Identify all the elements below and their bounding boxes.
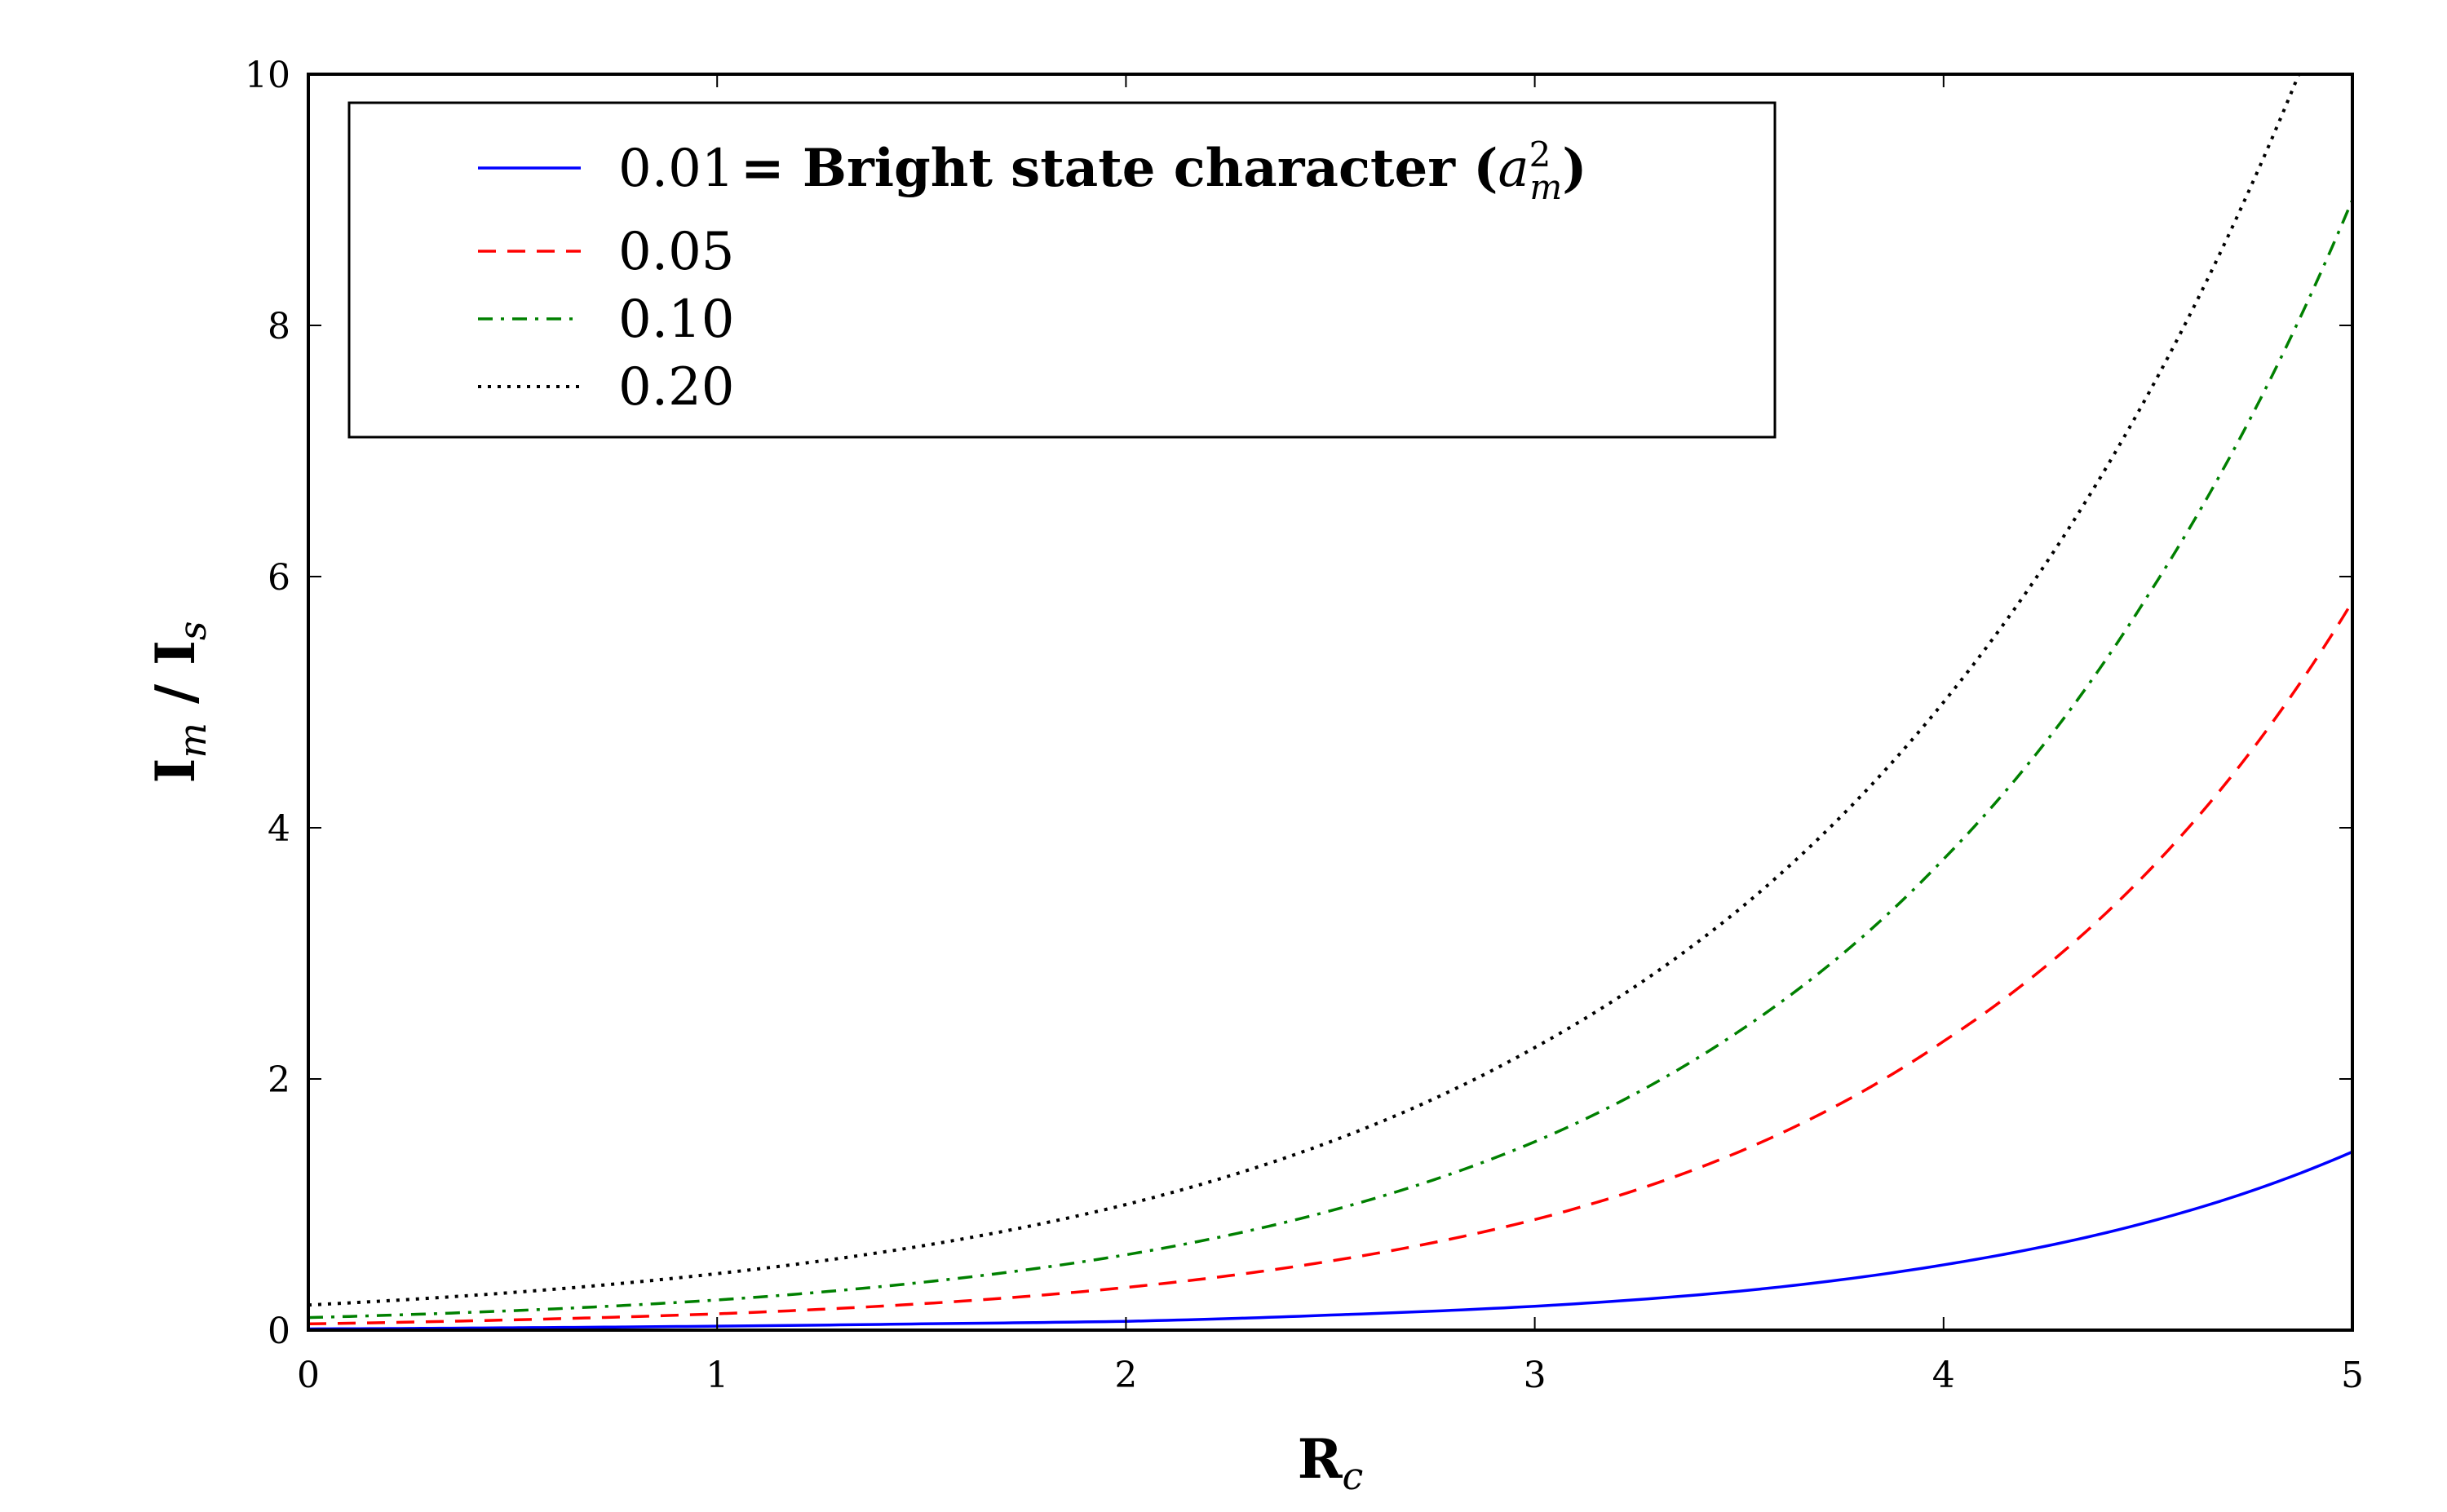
x-axis-label-sub: c (1343, 1454, 1364, 1498)
legend-entries: 0.01 0.05 0.10 0.20 (478, 139, 735, 418)
y-tick-label: 8 (268, 306, 290, 347)
series-line-1 (308, 600, 2352, 1326)
plot-frame (307, 73, 2354, 1332)
legend-label-0: 0.01 (618, 139, 735, 199)
y-tick-label: 2 (268, 1059, 290, 1101)
series-line-0 (308, 1150, 2352, 1330)
legend-note-text: = Bright state character ( (741, 138, 1498, 199)
x-tick-label: 3 (1524, 1355, 1547, 1396)
x-axis-label-main: R (1298, 1427, 1343, 1491)
x-tick-label: 2 (1114, 1355, 1137, 1396)
y-tick-label: 4 (268, 808, 290, 850)
x-axis: 0 1 2 3 4 5 (297, 74, 2364, 1396)
y-axis-label-sep: / I (144, 640, 207, 723)
x-tick-label: 5 (2341, 1355, 2364, 1396)
legend-box (347, 101, 1777, 439)
series-line-2 (308, 199, 2352, 1320)
legend-label-3: 0.20 (618, 357, 735, 418)
x-tick-label: 4 (1932, 1355, 1955, 1396)
legend-note: = Bright state character (a2 m) (741, 135, 1586, 207)
x-tick-label: 1 (706, 1355, 728, 1396)
y-axis-label-sub1: m (170, 723, 215, 758)
legend-note-sub: m (1529, 167, 1562, 207)
legend-note-close: ) (1562, 138, 1586, 199)
legend: 0.01 0.05 0.10 0.20 = Bright state characte… (347, 101, 1777, 439)
legend-label-2: 0.10 (618, 290, 735, 350)
y-tick-label: 0 (268, 1311, 290, 1352)
y-tick-label: 6 (268, 557, 290, 599)
legend-label-1: 0.05 (618, 222, 735, 282)
x-tick-label: 0 (297, 1355, 320, 1396)
y-axis-label-sub2: s (170, 621, 215, 640)
series-line-3 (308, 74, 2301, 1307)
y-axis-label: Im / Is (144, 621, 215, 783)
y-tick-label: 10 (245, 55, 290, 96)
series-layer (308, 74, 2352, 1330)
y-axis: 0 2 4 6 8 10 (245, 55, 2352, 1352)
y-axis-label-main: I (144, 758, 207, 784)
legend-note-var: a (1498, 139, 1529, 199)
x-axis-label: Rc (1298, 1427, 1364, 1498)
legend-note-sup: 2 (1529, 135, 1551, 175)
